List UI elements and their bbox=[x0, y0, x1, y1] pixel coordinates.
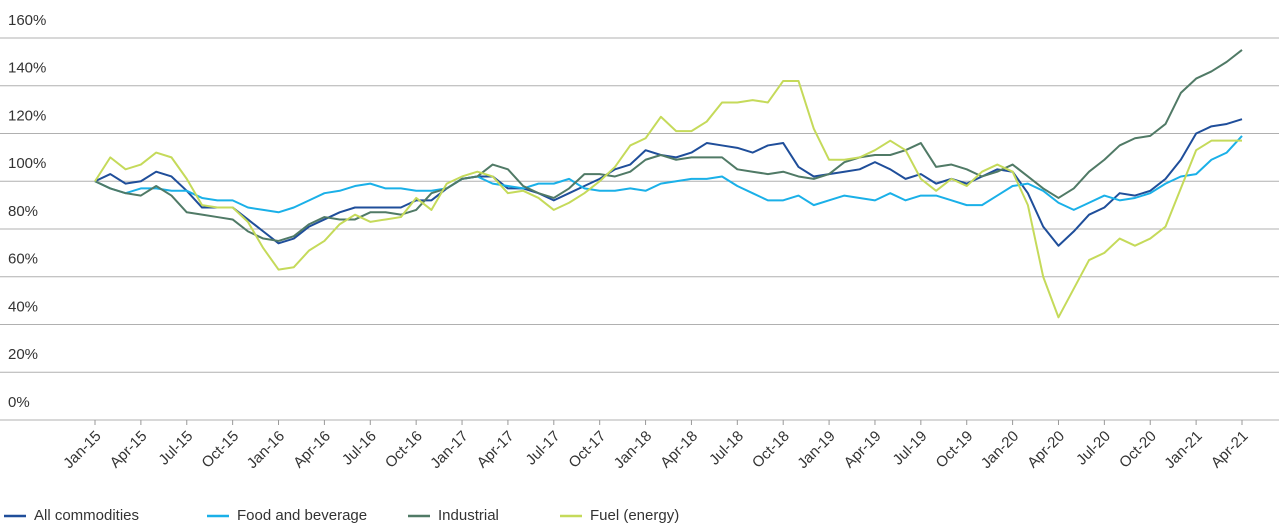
y-tick-label: 60% bbox=[8, 251, 38, 268]
y-tick-label: 120% bbox=[8, 107, 46, 124]
x-tick-label: Apr-16 bbox=[290, 428, 334, 472]
y-tick-label: 100% bbox=[8, 155, 46, 172]
y-tick-label: 0% bbox=[8, 394, 30, 411]
x-tick-label: Jan-19 bbox=[794, 428, 838, 472]
x-tick-label: Jul-20 bbox=[1073, 428, 1114, 469]
series-line bbox=[94, 49, 1243, 242]
x-tick-label: Jul-15 bbox=[155, 428, 196, 469]
x-tick-label: Oct-16 bbox=[382, 428, 426, 472]
x-tick-label: Jan-15 bbox=[60, 428, 104, 472]
x-tick-label: Jan-16 bbox=[244, 428, 288, 472]
x-tick-label: Jan-21 bbox=[1161, 428, 1205, 472]
x-tick-label: Apr-17 bbox=[474, 428, 518, 472]
x-tick-label: Oct-18 bbox=[749, 428, 793, 472]
x-tick-label: Oct-19 bbox=[933, 428, 977, 472]
x-tick-label: Apr-20 bbox=[1024, 428, 1068, 472]
legend-label: Fuel (energy) bbox=[590, 507, 679, 524]
y-tick-label: 80% bbox=[8, 203, 38, 220]
x-tick-label: Jul-18 bbox=[706, 428, 747, 469]
x-tick-label: Jul-17 bbox=[523, 428, 564, 469]
y-tick-label: 40% bbox=[8, 298, 38, 315]
x-tick-label: Apr-18 bbox=[657, 428, 701, 472]
legend-label: Industrial bbox=[438, 507, 499, 524]
series-line bbox=[94, 79, 1242, 319]
x-tick-label: Oct-15 bbox=[198, 428, 242, 472]
series-line bbox=[94, 118, 1243, 247]
legend-label: Food and beverage bbox=[237, 507, 367, 524]
x-tick-label: Jan-20 bbox=[978, 428, 1022, 472]
x-tick-label: Oct-20 bbox=[1116, 428, 1160, 472]
y-tick-label: 140% bbox=[8, 60, 46, 77]
y-tick-label: 20% bbox=[8, 346, 38, 363]
x-tick-label: Jul-16 bbox=[339, 428, 380, 469]
series-line bbox=[94, 135, 1243, 214]
x-tick-label: Jan-18 bbox=[611, 428, 655, 472]
x-tick-label: Apr-19 bbox=[841, 428, 885, 472]
x-tick-label: Jul-19 bbox=[890, 428, 931, 469]
x-tick-label: Oct-17 bbox=[565, 428, 609, 472]
y-tick-label: 160% bbox=[8, 12, 46, 29]
legend-label: All commodities bbox=[34, 507, 139, 524]
x-tick-label: Apr-21 bbox=[1208, 428, 1252, 472]
x-tick-label: Jan-17 bbox=[427, 428, 471, 472]
x-tick-label: Apr-15 bbox=[107, 428, 151, 472]
